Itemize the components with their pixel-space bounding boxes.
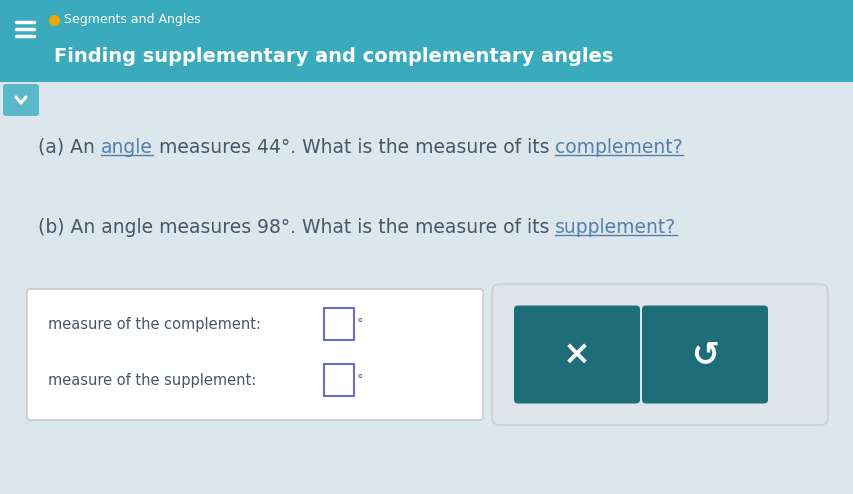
Text: Finding supplementary and complementary angles: Finding supplementary and complementary … (54, 46, 612, 66)
Text: °: ° (357, 373, 363, 386)
Text: Segments and Angles: Segments and Angles (64, 13, 200, 27)
Text: (b) An angle measures 98°. What is the measure of its: (b) An angle measures 98°. What is the m… (38, 217, 554, 237)
FancyBboxPatch shape (0, 82, 853, 494)
FancyBboxPatch shape (514, 305, 639, 404)
Text: ↺: ↺ (690, 338, 718, 371)
Text: (a) An: (a) An (38, 137, 101, 157)
Text: °: ° (357, 318, 363, 330)
Text: angle: angle (101, 137, 153, 157)
FancyBboxPatch shape (0, 0, 853, 82)
FancyBboxPatch shape (491, 284, 827, 425)
Text: measures 44°. What is the measure of its: measures 44°. What is the measure of its (153, 137, 554, 157)
FancyBboxPatch shape (323, 364, 354, 396)
Text: measure of the supplement:: measure of the supplement: (48, 372, 256, 387)
Text: ×: × (562, 338, 590, 371)
Text: complement?: complement? (554, 137, 682, 157)
Text: measure of the complement:: measure of the complement: (48, 317, 261, 331)
FancyBboxPatch shape (323, 308, 354, 340)
FancyBboxPatch shape (641, 305, 767, 404)
Text: supplement?: supplement? (554, 217, 676, 237)
FancyBboxPatch shape (3, 84, 39, 116)
FancyBboxPatch shape (27, 289, 483, 420)
